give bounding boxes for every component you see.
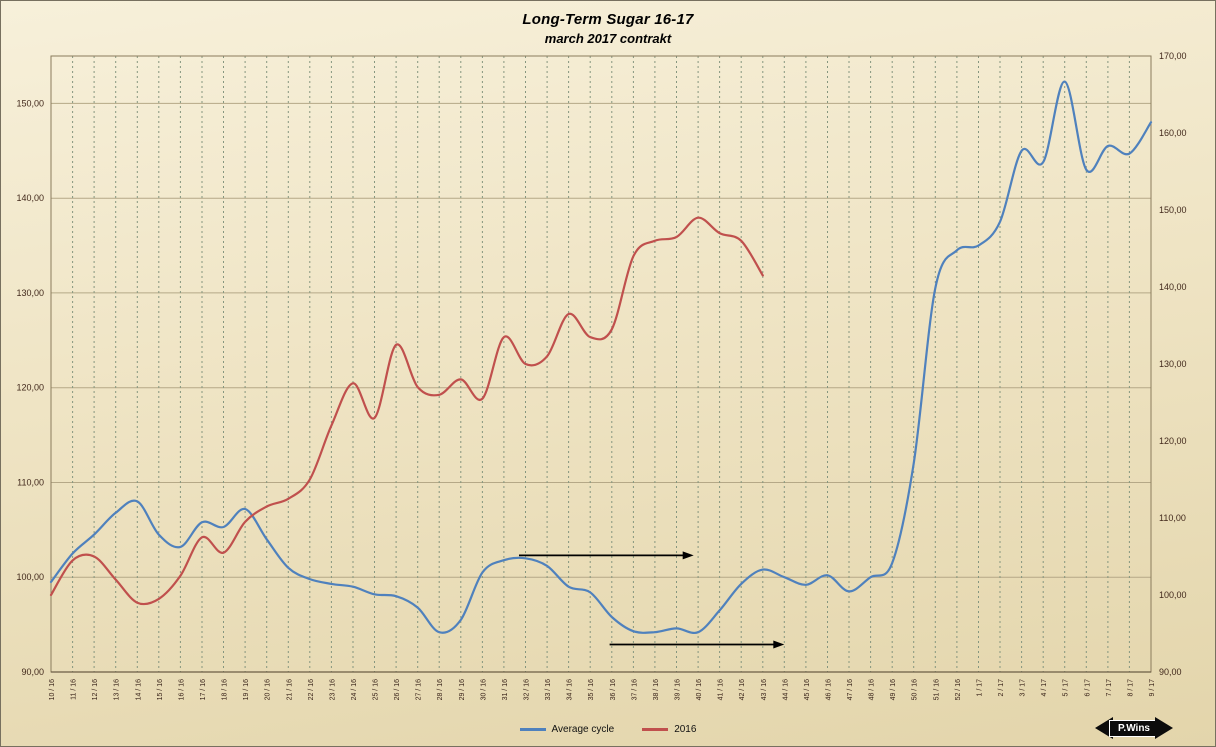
x-axis-tick-label: 9 / 17 [1149,679,1156,697]
x-axis-tick-label: 37 / 16 [631,679,638,701]
logo-text: P.Wins [1118,722,1150,734]
x-axis-tick-label: 21 / 16 [286,679,293,701]
x-axis-tick-label: 11 / 16 [71,679,78,700]
x-axis-tick-label: 25 / 16 [373,679,380,701]
legend-item-2016: 2016 [642,724,696,735]
series-line-2016 [49,216,764,606]
x-axis-tick-label: 5 / 17 [1063,679,1070,697]
x-axis-tick-label: 18 / 16 [222,679,229,701]
legend-swatch-average-cycle [519,728,546,731]
x-axis-tick-label: 26 / 16 [394,679,401,701]
x-axis-tick-label: 1 / 17 [977,679,984,697]
left-axis-tick-label: 110,00 [17,478,44,488]
logo-left-arrow-icon [1095,717,1114,739]
x-axis-tick-label: 36 / 16 [610,679,617,701]
x-axis-tick-label: 8 / 17 [1127,679,1134,697]
legend-label-average-cycle: Average cycle [551,724,615,735]
chart-legend: Average cycle 2016 [1,724,1215,735]
x-axis-tick-label: 34 / 16 [567,679,574,701]
logo-box: P.Wins [1109,719,1159,737]
x-axis-tick-label: 6 / 17 [1084,679,1091,697]
right-axis-tick-label: 120,00 [1159,436,1187,446]
x-axis-tick-label: 52 / 16 [955,679,962,701]
left-axis-tick-label: 90,00 [21,667,44,677]
plot-border [50,55,1152,673]
legend-swatch-2016 [642,728,669,731]
x-axis-tick-label: 33 / 16 [545,679,552,701]
x-axis-tick-label: 13 / 16 [114,679,121,701]
right-axis-tick-label: 140,00 [1159,282,1187,292]
annotation-arrow-head [682,551,694,560]
x-axis-tick-label: 51 / 16 [933,679,940,701]
left-axis-tick-label: 120,00 [16,383,44,393]
left-axis-tick-label: 150,00 [16,98,44,108]
left-axis-tick-label: 130,00 [16,288,44,298]
right-axis-tick-label: 160,00 [1159,128,1187,138]
x-axis-tick-label: 7 / 17 [1106,679,1113,697]
x-axis-tick-label: 39 / 16 [675,679,682,701]
x-axis-tick-label: 14 / 16 [135,679,142,701]
x-axis-tick-label: 47 / 16 [847,679,854,701]
x-axis-tick-label: 49 / 16 [890,679,897,701]
x-axis-tick-label: 19 / 16 [243,679,250,701]
chart-title: Long-Term Sugar 16-17 march 2017 contrak… [1,11,1215,46]
x-axis-tick-label: 24 / 16 [351,679,358,701]
x-axis-tick-label: 43 / 16 [761,679,768,701]
x-axis-tick-label: 3 / 17 [1020,679,1027,697]
x-axis-tick-label: 15 / 16 [157,679,164,701]
x-axis-tick-label: 4 / 17 [1041,679,1048,697]
x-axis-tick-label: 29 / 16 [459,679,466,701]
left-axis-tick-label: 140,00 [16,193,44,203]
legend-label-2016: 2016 [674,724,697,735]
x-axis-tick-label: 42 / 16 [739,679,746,701]
annotation-arrow-head [773,640,785,649]
x-axis-tick-label: 23 / 16 [329,679,336,701]
chart-title-line2: march 2017 contrakt [544,31,672,46]
x-axis-tick-label: 32 / 16 [524,679,531,701]
x-axis-tick-label: 45 / 16 [804,679,811,701]
right-axis-tick-label: 100,00 [1159,590,1187,600]
left-axis-tick-label: 100,00 [16,572,44,582]
x-axis-tick-label: 17 / 16 [200,679,207,701]
x-axis-tick-label: 16 / 16 [178,679,185,701]
x-axis-tick-label: 46 / 16 [826,679,833,701]
x-axis-tick-label: 22 / 16 [308,679,315,701]
x-axis-tick-label: 28 / 16 [437,679,444,701]
x-axis-tick-label: 30 / 16 [480,679,487,701]
x-axis-tick-label: 10 / 16 [49,679,56,701]
x-axis-tick-label: 27 / 16 [416,679,423,701]
x-axis-tick-label: 31 / 16 [502,679,509,701]
right-axis-tick-label: 110,00 [1159,513,1186,523]
legend-item-average-cycle: Average cycle [519,724,615,735]
x-axis-tick-label: 50 / 16 [912,679,919,701]
logo-right-arrow-icon [1155,717,1173,739]
right-axis-tick-label: 170,00 [1159,51,1187,61]
right-axis-tick-label: 150,00 [1159,205,1187,215]
right-axis-tick-label: 130,00 [1159,359,1187,369]
x-axis-tick-label: 44 / 16 [782,679,789,701]
x-axis-tick-label: 40 / 16 [696,679,703,701]
series-line-average-cycle [49,80,1153,634]
x-axis-tick-label: 2 / 17 [998,679,1005,697]
x-axis-tick-label: 48 / 16 [869,679,876,701]
chart-title-line1: Long-Term Sugar 16-17 [522,11,694,28]
x-axis-tick-label: 38 / 16 [653,679,660,701]
x-axis-tick-label: 20 / 16 [265,679,272,701]
right-axis-tick-label: 90,00 [1159,667,1182,677]
x-axis-tick-label: 41 / 16 [718,679,725,701]
x-axis-tick-label: 12 / 16 [92,679,99,701]
pwins-logo: P.Wins [1095,717,1173,739]
x-axis-tick-label: 35 / 16 [588,679,595,701]
